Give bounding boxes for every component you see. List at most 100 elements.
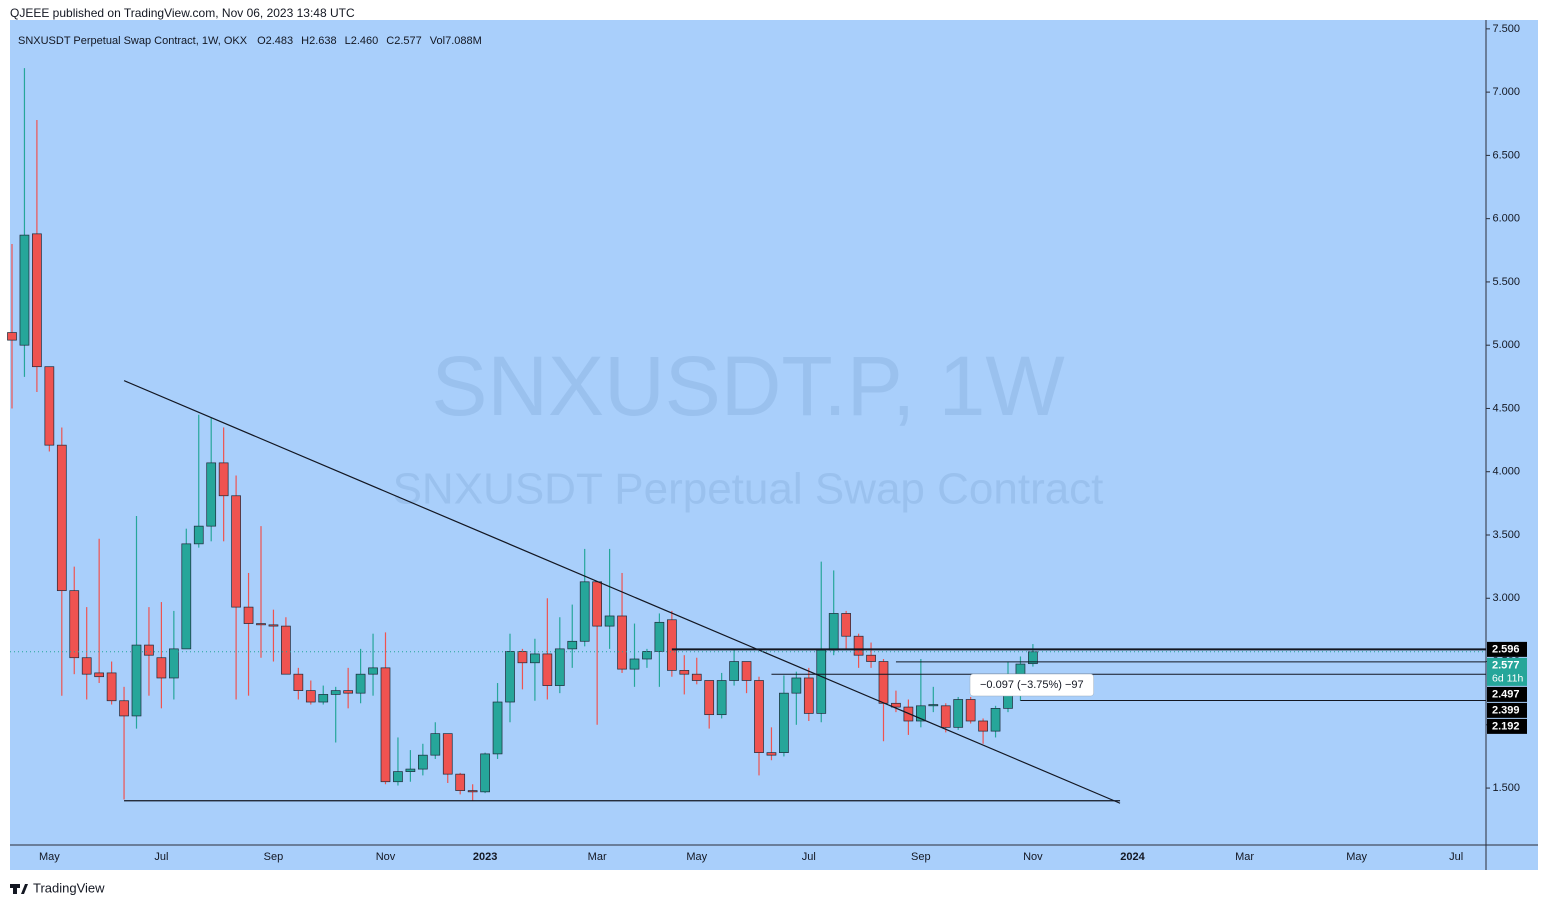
brand-name: TradingView xyxy=(33,880,105,895)
candle-body xyxy=(144,644,154,656)
candle-body xyxy=(915,705,926,722)
candle-body xyxy=(106,672,117,702)
level-label-box xyxy=(1487,686,1527,702)
candle-body xyxy=(978,720,988,732)
candle-body xyxy=(766,752,777,756)
candle-body xyxy=(654,621,665,652)
candle-body xyxy=(430,733,441,756)
x-tick-label: Jul xyxy=(802,851,816,863)
candle-body xyxy=(629,658,640,670)
x-tick-label: May xyxy=(39,851,60,863)
chart-title: SNXUSDT Perpetual Swap Contract, 1W, OKX xyxy=(18,35,248,47)
x-tick-label: Sep xyxy=(264,851,284,863)
measure-box xyxy=(969,673,1094,697)
countdown: 6d 11h xyxy=(1492,673,1523,685)
candle-body xyxy=(691,673,702,681)
x-tick-label: Mar xyxy=(588,851,607,863)
candle-body xyxy=(44,366,55,446)
x-tick-label: 2023 xyxy=(473,851,497,863)
candle-body xyxy=(256,623,266,626)
last-price-box xyxy=(1487,657,1527,686)
candle-body xyxy=(281,625,291,675)
candle-body xyxy=(343,690,353,694)
candle-body xyxy=(492,701,503,755)
level-label-box xyxy=(1487,718,1527,734)
x-tick-label: Mar xyxy=(1235,851,1254,863)
candle-body xyxy=(754,680,764,753)
candle-body xyxy=(704,680,715,716)
candle-body xyxy=(442,733,453,775)
last-price-label: 2.577 xyxy=(1492,659,1520,671)
publisher: QJEEE published on TradingView.com, Nov … xyxy=(10,6,355,20)
price-axis-background xyxy=(1486,20,1538,870)
candle-body xyxy=(32,233,42,368)
header-stat: L2.460 xyxy=(345,35,379,47)
candle-body xyxy=(666,619,677,671)
y-tick-label: 5.500 xyxy=(1492,276,1520,288)
candle-body xyxy=(617,615,627,670)
level-label-box xyxy=(1487,702,1527,718)
candle-body xyxy=(567,640,578,650)
plot-background xyxy=(10,20,1486,845)
candle-body xyxy=(554,648,565,686)
trendline xyxy=(123,380,1121,804)
brand-logo xyxy=(10,884,28,894)
candle-body xyxy=(642,651,652,660)
y-tick-label: 6.500 xyxy=(1492,149,1520,161)
candle-body xyxy=(679,670,690,675)
y-tick-label: 3.000 xyxy=(1492,592,1520,604)
candle-body xyxy=(355,673,366,694)
candle-body xyxy=(131,644,142,717)
x-tick-label: Jul xyxy=(154,851,168,863)
candle-body xyxy=(231,495,241,608)
header-stat: Vol7.088M xyxy=(430,35,482,47)
y-tick-label: 5.000 xyxy=(1492,339,1520,351)
candle-body xyxy=(604,615,615,627)
candle-body xyxy=(156,657,167,679)
candle-body xyxy=(268,624,279,627)
header-stat: C2.577 xyxy=(386,35,421,47)
x-tick-label: Nov xyxy=(376,851,396,863)
watermark-description: SNXUSDT Perpetual Swap Contract xyxy=(393,465,1104,514)
candle-body xyxy=(729,661,739,681)
candle-body xyxy=(953,699,964,728)
candle-body xyxy=(791,677,802,694)
candle-body xyxy=(218,462,229,497)
candle-body xyxy=(990,707,1001,732)
candle-body xyxy=(579,581,590,642)
y-tick-label: 3.500 xyxy=(1492,529,1520,541)
candle-body xyxy=(243,606,254,624)
candle-body xyxy=(1028,651,1038,665)
candle-body xyxy=(368,667,378,675)
level-label: 2.596 xyxy=(1492,643,1520,655)
candle-body xyxy=(592,581,603,627)
level-label: 2.399 xyxy=(1492,704,1520,716)
candle-body xyxy=(828,613,839,651)
candle-body xyxy=(940,705,951,728)
x-tick-label: May xyxy=(686,851,707,863)
candle-body xyxy=(169,648,179,679)
candle-body xyxy=(741,661,752,681)
candle-body xyxy=(480,753,490,793)
candle-body xyxy=(530,653,540,664)
y-tick-label: 4.000 xyxy=(1492,466,1520,478)
candle-body xyxy=(965,699,976,722)
candle-body xyxy=(318,694,329,703)
header-stat: H2.638 xyxy=(301,35,336,47)
candle-body xyxy=(542,653,553,686)
x-tick-label: 2024 xyxy=(1120,851,1145,863)
header-stat: O2.483 xyxy=(257,35,293,47)
candle-body xyxy=(928,704,939,707)
candle-body xyxy=(7,332,17,341)
y-tick-label: 7.000 xyxy=(1492,86,1520,98)
candle-body xyxy=(119,700,129,717)
candle-body xyxy=(330,690,341,695)
time-axis-background xyxy=(10,845,1486,870)
candle-body xyxy=(803,677,814,714)
candle-body xyxy=(193,525,204,545)
candle-body xyxy=(380,667,391,783)
candle-body xyxy=(816,649,827,714)
candle-body xyxy=(94,672,105,678)
